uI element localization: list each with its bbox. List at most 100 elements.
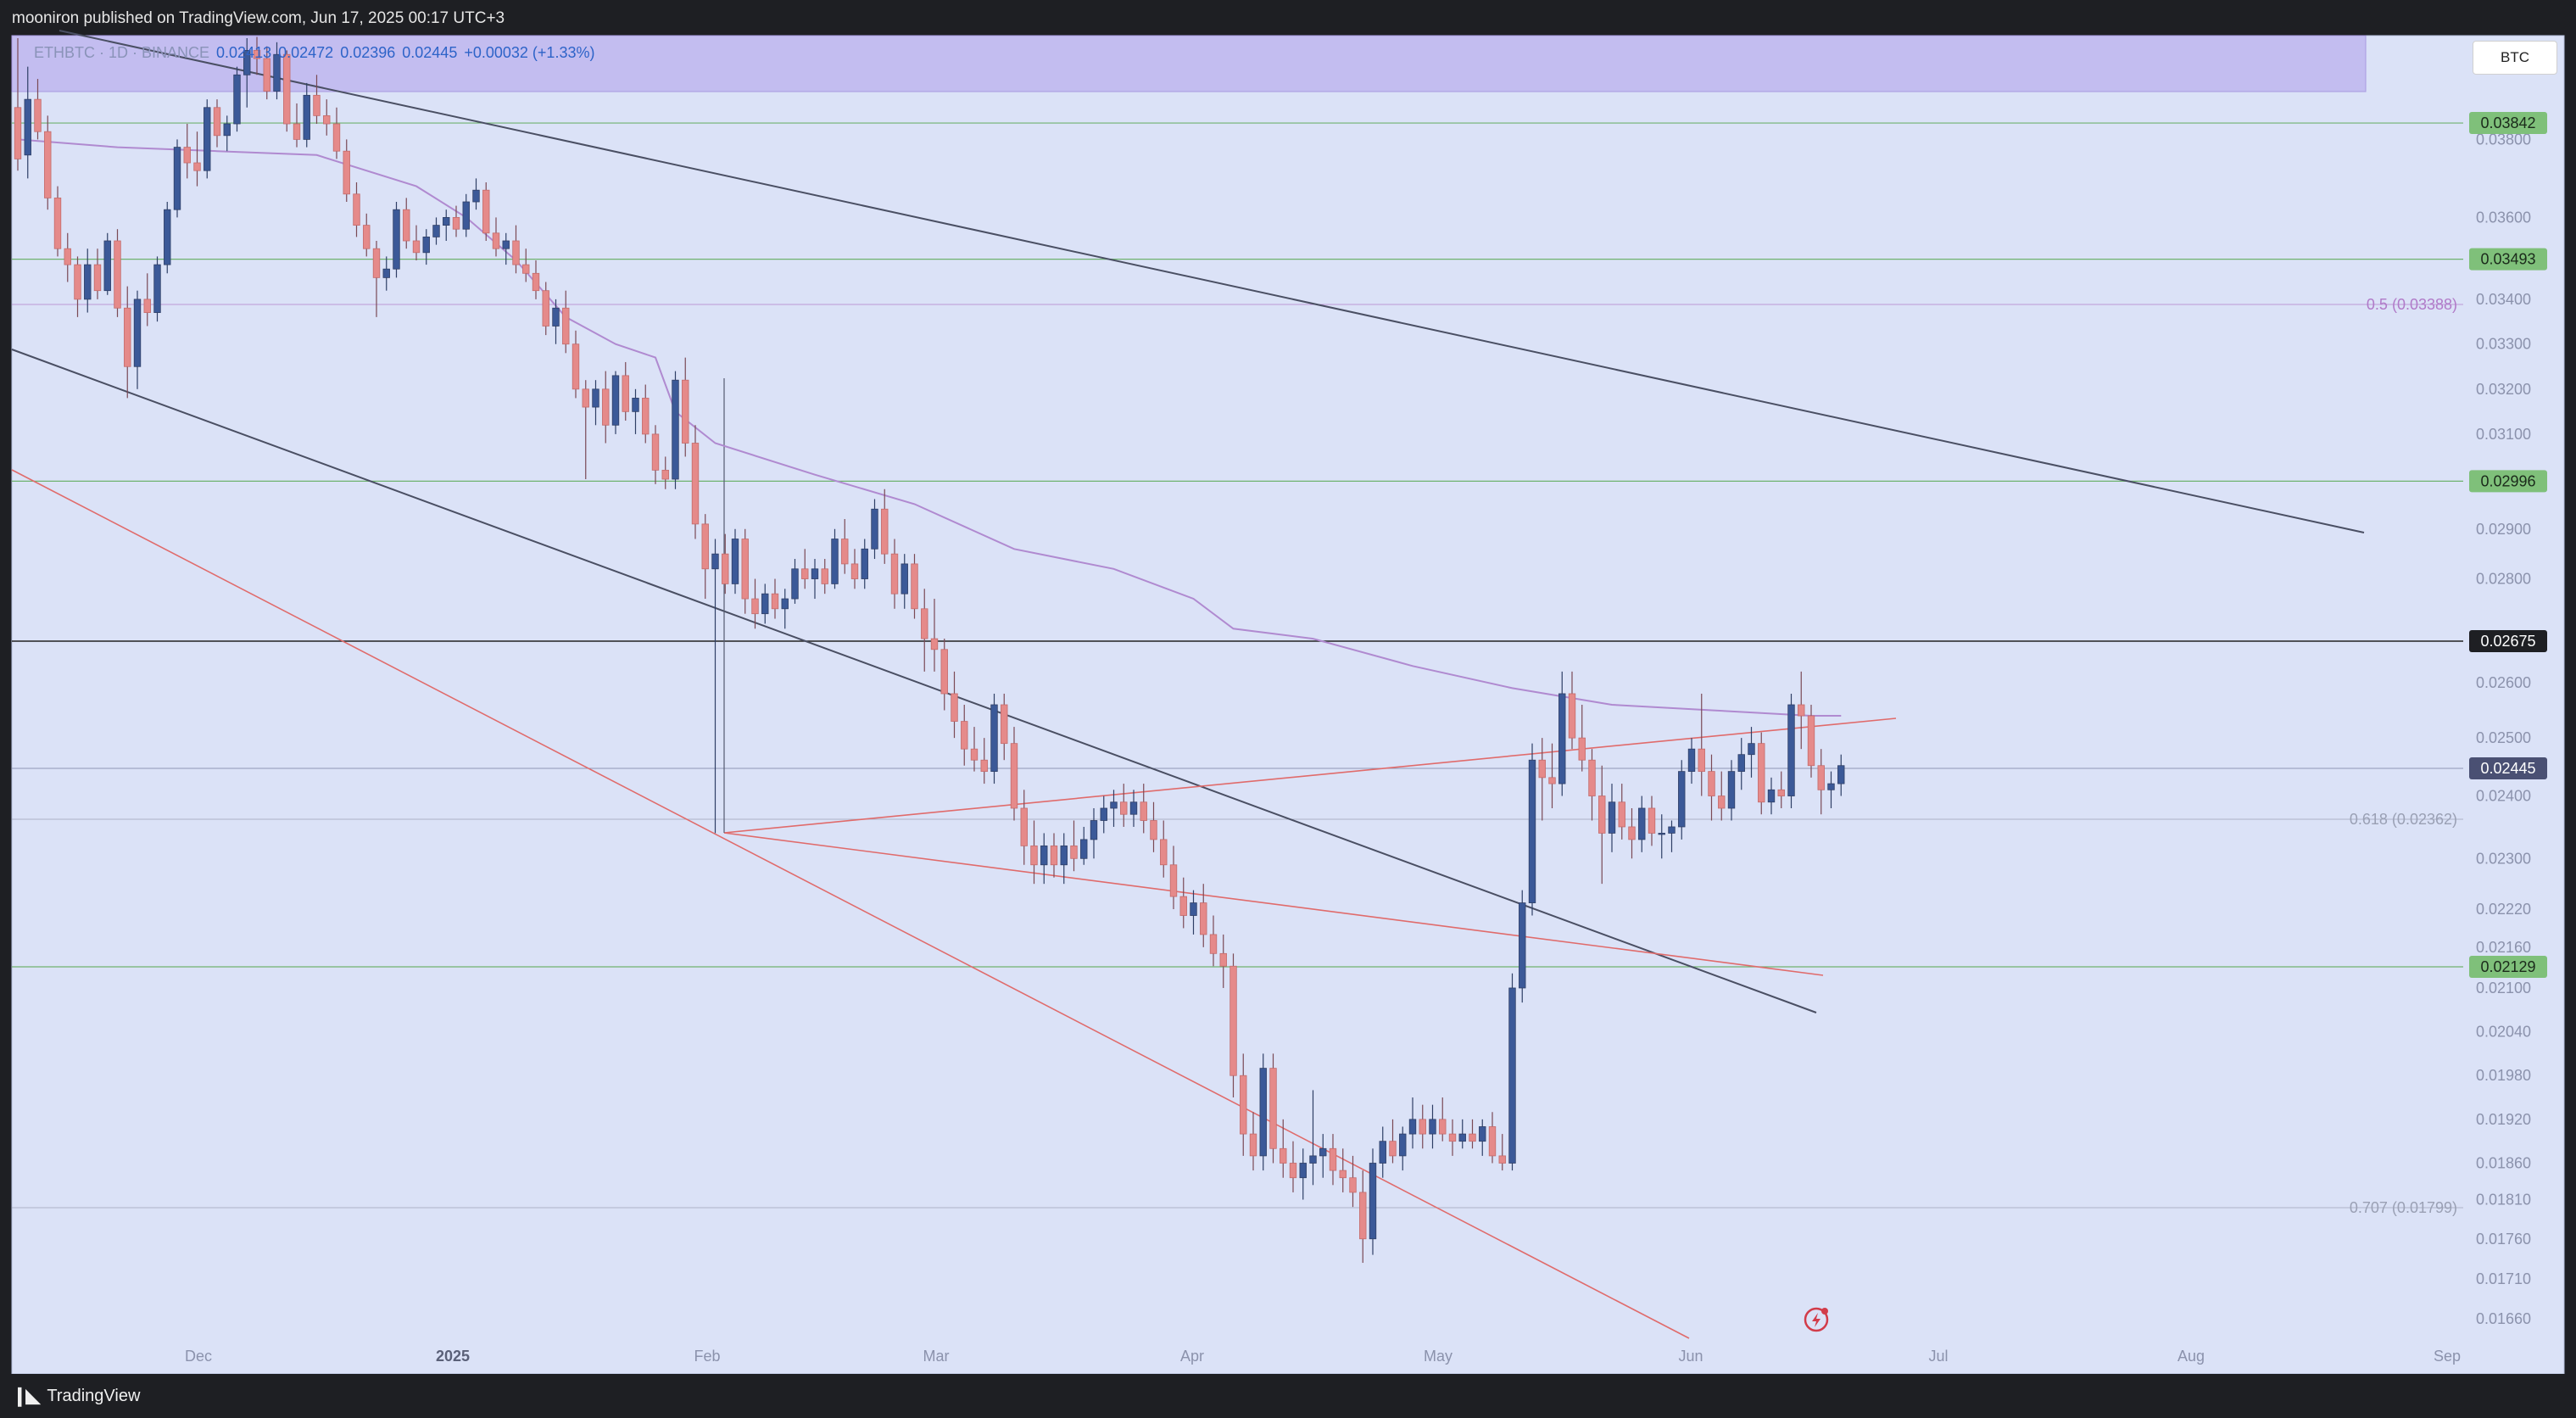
candle bbox=[183, 124, 191, 179]
candle-body bbox=[751, 598, 759, 615]
price-tag-label: 0.02445 bbox=[2480, 760, 2535, 777]
price-axis[interactable]: 0.03800 0.03600 0.03400 0.03300 0.03200 0.031… bbox=[2476, 131, 2531, 1327]
candle-body bbox=[850, 563, 859, 579]
candle-body bbox=[1200, 902, 1207, 935]
candle bbox=[1678, 760, 1686, 840]
candle-body bbox=[1498, 1155, 1506, 1164]
lower-trend-line bbox=[11, 349, 1817, 1013]
candle-body bbox=[1429, 1119, 1436, 1135]
candle-body bbox=[871, 508, 878, 550]
candle-body bbox=[1767, 789, 1776, 803]
price-tag-box bbox=[2469, 112, 2547, 135]
candle bbox=[1209, 915, 1218, 967]
candle-body bbox=[831, 539, 839, 584]
price-tags: 0.03842 0.03493 0.02996 0.02675 0.02445 0.021… bbox=[2469, 112, 2547, 978]
lightning-icon[interactable] bbox=[1804, 1307, 1829, 1332]
candle-body bbox=[1070, 845, 1078, 859]
candle-body bbox=[1837, 765, 1845, 784]
price-tick-label: 0.03400 bbox=[2476, 291, 2531, 308]
price-tick-label: 0.02160 bbox=[2476, 939, 2531, 956]
candle bbox=[114, 229, 121, 317]
candle bbox=[602, 371, 610, 444]
legend-close: 0.02445 bbox=[402, 44, 458, 61]
candle-body bbox=[722, 553, 729, 584]
red-rising-line bbox=[723, 717, 1897, 834]
candle bbox=[1110, 790, 1118, 827]
candle-body bbox=[1777, 789, 1785, 796]
candle bbox=[1219, 934, 1227, 988]
candle bbox=[213, 99, 221, 148]
candle-body bbox=[403, 209, 410, 242]
candle bbox=[1319, 1134, 1327, 1178]
candle-body bbox=[512, 240, 520, 265]
candle-body bbox=[1120, 801, 1128, 815]
candle-body bbox=[970, 748, 979, 761]
candle bbox=[1090, 807, 1098, 859]
candle bbox=[143, 273, 151, 327]
candle-body bbox=[582, 388, 589, 408]
candle-body bbox=[1628, 826, 1636, 840]
price-tick-label: 0.03200 bbox=[2476, 381, 2531, 398]
candle bbox=[791, 559, 799, 604]
candle bbox=[1369, 1148, 1377, 1255]
candle-body bbox=[452, 216, 460, 230]
candle bbox=[1687, 738, 1696, 784]
candle-body bbox=[93, 264, 102, 292]
candle bbox=[1648, 796, 1656, 846]
candle-body bbox=[183, 147, 191, 164]
candle bbox=[24, 66, 31, 179]
price-tick-label: 0.02500 bbox=[2476, 729, 2531, 746]
candle bbox=[472, 178, 480, 210]
time-axis[interactable]: Dec 2025 Feb Mar Apr May Jun Jul Aug Sep bbox=[185, 1348, 2461, 1365]
candle bbox=[372, 241, 381, 317]
candle bbox=[1080, 826, 1088, 865]
candle-body bbox=[1528, 759, 1536, 903]
time-tick-label: May bbox=[1424, 1348, 1452, 1365]
price-tick-label: 0.01810 bbox=[2476, 1192, 2531, 1209]
legend-symbol[interactable]: ETHBTC · 1D · BINANCE bbox=[34, 44, 210, 61]
candle bbox=[970, 727, 979, 772]
time-tick-label: Sep bbox=[2434, 1348, 2461, 1365]
candle bbox=[1050, 833, 1058, 878]
candle bbox=[1558, 671, 1566, 796]
candle bbox=[661, 456, 669, 489]
candle bbox=[1718, 771, 1726, 821]
candle bbox=[1200, 884, 1207, 947]
candle-body bbox=[1408, 1119, 1417, 1135]
candle-body bbox=[1648, 807, 1656, 834]
candle bbox=[1767, 777, 1776, 815]
candle-body bbox=[881, 508, 889, 555]
price-tick-label: 0.02040 bbox=[2476, 1024, 2531, 1041]
candle-body bbox=[1508, 987, 1516, 1164]
candle-body bbox=[602, 388, 610, 426]
candle-body bbox=[632, 398, 639, 412]
candle-body bbox=[921, 608, 928, 639]
compare-symbol-badge[interactable]: BTC bbox=[2473, 41, 2557, 75]
candle-body bbox=[811, 568, 819, 579]
candle bbox=[1429, 1104, 1436, 1149]
candle bbox=[1727, 760, 1736, 821]
trend-lines bbox=[11, 30, 2365, 1339]
price-tick-label: 0.02220 bbox=[2476, 901, 2531, 918]
price-tag-label: 0.02675 bbox=[2480, 633, 2535, 650]
candle-body bbox=[1488, 1126, 1497, 1157]
candle-body bbox=[422, 236, 430, 254]
price-chart[interactable]: 0.5 (0.03388) 0.618 (0.02362) 0.707 (0.017… bbox=[0, 0, 2576, 1374]
candle bbox=[1140, 784, 1147, 834]
price-tag: 0.02445 bbox=[2469, 757, 2547, 779]
candle bbox=[303, 82, 310, 148]
candle-body bbox=[1001, 704, 1008, 745]
candle-body bbox=[1748, 743, 1755, 756]
candle bbox=[921, 589, 928, 672]
candle bbox=[611, 371, 620, 434]
candle bbox=[1798, 671, 1805, 750]
candle-body bbox=[592, 388, 599, 408]
price-tag: 0.03842 bbox=[2469, 112, 2547, 135]
candle bbox=[53, 186, 62, 257]
candle bbox=[1349, 1155, 1357, 1208]
candle bbox=[1479, 1119, 1486, 1156]
price-tag: 0.02129 bbox=[2469, 956, 2547, 978]
time-tick-label: Mar bbox=[923, 1348, 950, 1365]
candle-body bbox=[1329, 1147, 1337, 1171]
candle bbox=[881, 488, 889, 564]
